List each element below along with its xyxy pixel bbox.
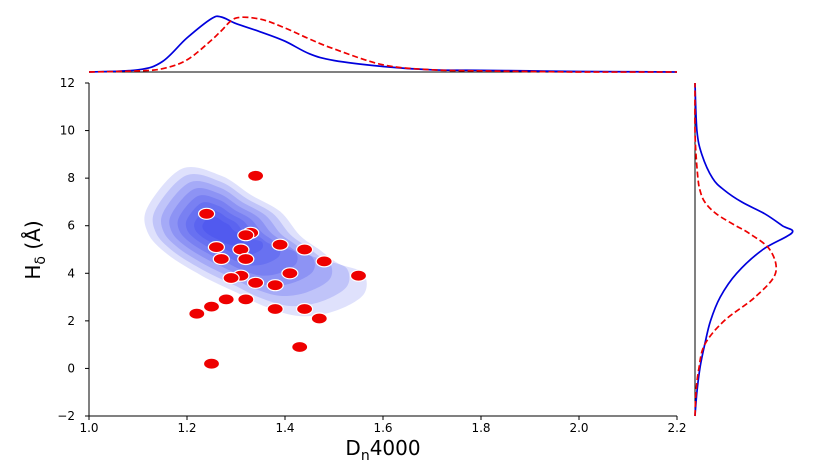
scatter-point-21 — [188, 307, 206, 320]
main-panel: 1.0 1.2 1.4 1.6 1.8 2.0 2.2 −2 0 2 4 6 8 10 12 Dn4000… — [21, 76, 687, 463]
x-ticks: 1.0 1.2 1.4 1.6 1.8 2.0 2.2 — [79, 416, 687, 435]
scatter-point-18 — [217, 293, 235, 306]
y-tick-label: 12 — [60, 76, 75, 90]
density-contour-level-8 — [202, 216, 246, 246]
y-tick-label: 6 — [67, 219, 75, 233]
y-tick-label: 10 — [60, 124, 75, 138]
y-tick-label: 0 — [67, 361, 75, 375]
scatter-point-19 — [237, 293, 255, 306]
x-tick-label: 2.0 — [569, 421, 588, 435]
scatter-point-20 — [202, 300, 221, 313]
y-tick-label: 4 — [67, 266, 75, 280]
scatter-point-9 — [212, 252, 230, 266]
x-tick-label: 1.4 — [275, 421, 294, 435]
scatter-point-10 — [237, 252, 255, 266]
density-contour-level-2 — [152, 173, 350, 307]
x-axis-label: Dn4000 — [345, 436, 420, 463]
right-marginal-line-red-dashed — [694, 82, 778, 417]
right-marginal-line-blue-solid — [694, 82, 794, 417]
scatter-point-22 — [266, 302, 284, 316]
y-tick-label: −2 — [57, 409, 75, 423]
scatter-point-5 — [207, 241, 225, 254]
x-tick-label: 2.2 — [667, 421, 686, 435]
x-tick-label: 1.8 — [471, 421, 490, 435]
scatter-point-7 — [271, 238, 289, 251]
x-tick-label: 1.6 — [373, 421, 392, 435]
y-tick-label: 8 — [67, 171, 75, 185]
density-contour-level-1 — [144, 166, 367, 317]
scatter-point-17 — [266, 279, 284, 292]
scatter-point-16 — [247, 276, 265, 289]
x-tick-label: 1.0 — [79, 421, 98, 435]
scatter-point-14 — [281, 267, 299, 280]
scatter-point-23 — [296, 302, 314, 316]
top-marginal-line-blue-solid — [88, 15, 678, 73]
top-marginal-panel — [88, 15, 678, 73]
scatter-point-4 — [237, 229, 255, 242]
y-ticks: −2 0 2 4 6 8 10 12 — [57, 76, 89, 423]
scatter-point-2 — [247, 169, 265, 182]
scatter-point-24 — [310, 312, 328, 325]
top-marginal-line-red-dashed — [88, 16, 678, 73]
scatter-point-25 — [291, 340, 309, 354]
scatter-point-8 — [296, 243, 314, 256]
scatter-points — [188, 169, 368, 370]
x-tick-label: 1.2 — [177, 421, 196, 435]
scatter-point-11 — [315, 255, 333, 268]
y-axis-label: Hδ (Å) — [21, 220, 49, 279]
right-marginal-panel — [694, 82, 794, 417]
scatter-point-15 — [349, 269, 368, 282]
scatter-point-13 — [222, 271, 240, 285]
scatter-point-1 — [198, 207, 216, 220]
density-contours — [144, 166, 367, 317]
density-contour-level-7 — [194, 209, 264, 256]
y-tick-label: 2 — [67, 314, 75, 328]
scatter-point-26 — [202, 357, 221, 370]
